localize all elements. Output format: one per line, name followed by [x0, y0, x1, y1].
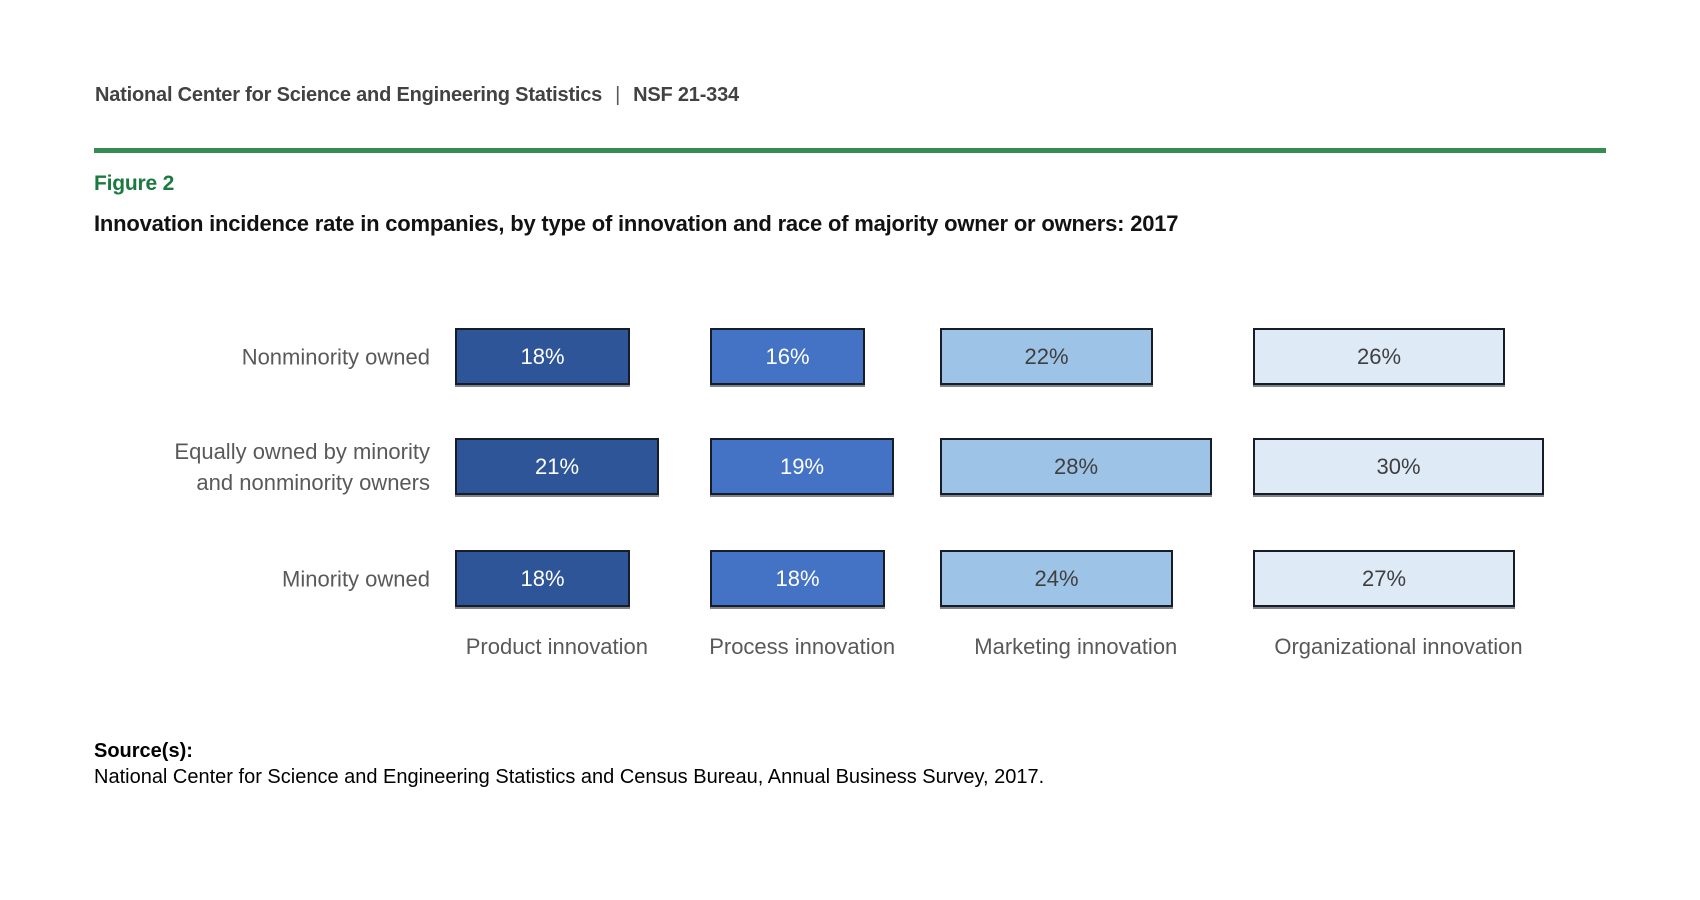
source-text: National Center for Science and Engineer…: [94, 766, 1045, 788]
page-header: National Center for Science and Engineer…: [95, 84, 739, 107]
row-label-line: Nonminority owned: [241, 344, 430, 369]
bar-value-label: 19%: [779, 453, 825, 479]
bar-value-label: 24%: [1034, 565, 1079, 591]
bar: 28%: [940, 438, 1212, 495]
bar-value-label: 16%: [765, 343, 810, 369]
bar-value-label: 18%: [520, 343, 565, 369]
source-heading: Source(s):: [94, 740, 193, 762]
bar-value-label: 27%: [1361, 565, 1407, 591]
bar-value-label: 18%: [775, 565, 820, 591]
header-divider-rule: [94, 148, 1606, 153]
column-label: Product innovation: [465, 634, 648, 659]
report-number: NSF 21-334: [633, 84, 739, 106]
bar: 27%: [1253, 550, 1515, 607]
row-label-line: Equally owned by minority: [174, 438, 430, 464]
bar-value-label: 28%: [1053, 453, 1099, 479]
bar-value-label: 22%: [1024, 343, 1069, 369]
bar-value-label: 18%: [520, 565, 565, 591]
figure-label: Figure 2: [94, 172, 175, 195]
bar: 22%: [940, 328, 1153, 385]
org-name: National Center for Science and Engineer…: [95, 84, 603, 106]
bar: 30%: [1253, 438, 1544, 495]
bar: 21%: [455, 438, 659, 495]
header-separator: |: [615, 84, 621, 106]
column-label: Marketing innovation: [974, 634, 1178, 659]
figure-title: Innovation incidence rate in companies, …: [94, 211, 1179, 236]
bar-value-label: 26%: [1356, 343, 1402, 369]
bar: 16%: [710, 328, 865, 385]
source-section: Source(s): National Center for Science a…: [94, 738, 1044, 790]
bar: 24%: [940, 550, 1173, 607]
row-label-line: and nonminority owners: [196, 469, 430, 495]
row-label-line: Minority owned: [282, 566, 430, 591]
bar: 26%: [1253, 328, 1505, 385]
bar-value-label: 21%: [534, 453, 580, 479]
row-label: Minority owned: [282, 563, 430, 594]
bar-value-label: 30%: [1376, 453, 1421, 479]
row-label: Nonminority owned: [242, 341, 430, 372]
bar: 19%: [710, 438, 894, 495]
bar: 18%: [455, 328, 630, 385]
row-label: Equally owned by minority and nonminority…: [174, 436, 430, 498]
column-label: Organizational innovation: [1274, 634, 1523, 659]
bar: 18%: [455, 550, 630, 607]
column-label: Process innovation: [709, 634, 896, 659]
bar: 18%: [710, 550, 885, 607]
